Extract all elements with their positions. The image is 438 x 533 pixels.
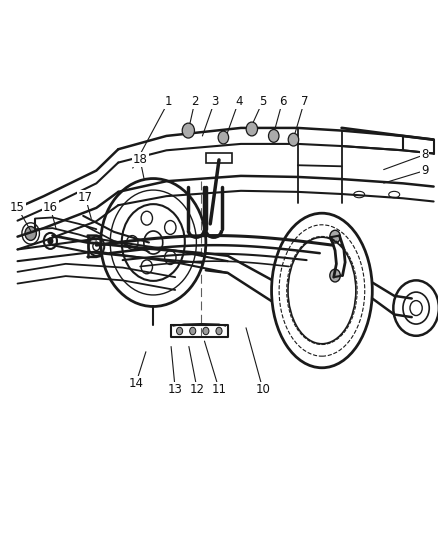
Text: 10: 10 — [255, 383, 270, 395]
Text: 1: 1 — [165, 95, 173, 108]
Circle shape — [182, 123, 194, 138]
Text: 9: 9 — [421, 164, 429, 177]
Circle shape — [330, 230, 340, 243]
Circle shape — [288, 133, 299, 146]
Circle shape — [177, 327, 183, 335]
Circle shape — [268, 130, 279, 142]
Text: 6: 6 — [279, 95, 286, 108]
Circle shape — [25, 227, 36, 240]
Text: 7: 7 — [300, 95, 308, 108]
Circle shape — [190, 327, 196, 335]
Circle shape — [216, 327, 222, 335]
Text: 8: 8 — [421, 148, 428, 161]
Circle shape — [330, 269, 340, 282]
Text: 14: 14 — [128, 377, 143, 390]
Circle shape — [246, 122, 258, 136]
Text: 16: 16 — [43, 201, 58, 214]
Text: 17: 17 — [78, 191, 93, 204]
Text: 12: 12 — [190, 383, 205, 395]
Text: 5: 5 — [259, 95, 266, 108]
Circle shape — [203, 327, 209, 335]
Text: 4: 4 — [235, 95, 243, 108]
Text: 2: 2 — [191, 95, 199, 108]
Text: 15: 15 — [10, 201, 25, 214]
Circle shape — [47, 237, 53, 245]
Text: 13: 13 — [168, 383, 183, 395]
Text: 18: 18 — [133, 154, 148, 166]
Text: 3: 3 — [211, 95, 218, 108]
Circle shape — [218, 131, 229, 144]
Text: 11: 11 — [212, 383, 226, 395]
